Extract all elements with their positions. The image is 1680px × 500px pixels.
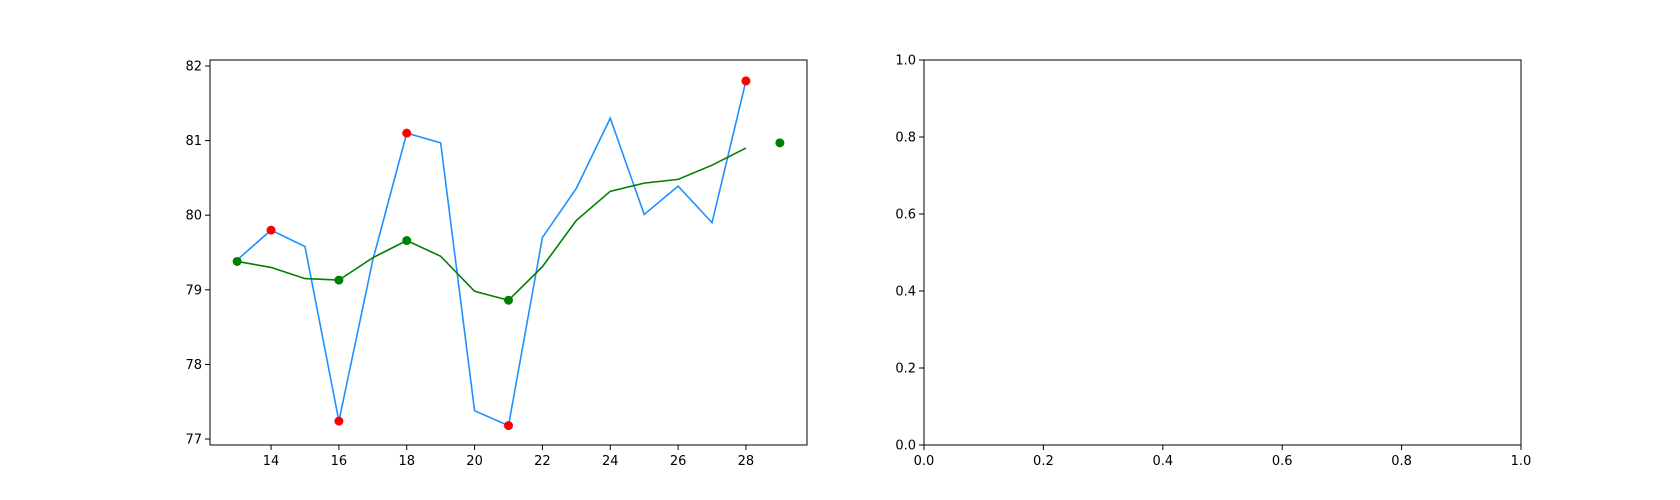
left-y-tick-label: 79: [185, 283, 202, 298]
right-x-tick-label: 0.8: [1391, 454, 1412, 469]
left-y-tick-label: 78: [185, 358, 202, 373]
left-y-tick-label: 77: [185, 433, 202, 448]
left-series-0-line: [236, 80, 747, 427]
right-x-tick-label: 0.2: [1033, 454, 1054, 469]
left-x-tick-label: 20: [466, 454, 483, 469]
left-series-2-point: [266, 225, 276, 235]
right-chart-axes-frame: [923, 59, 1522, 446]
left-y-tick-label: 80: [185, 209, 202, 224]
right-y-tick-label: 0.4: [895, 285, 916, 300]
left-chart-y-ticks: 77 78 79 80 81 82: [185, 59, 210, 448]
left-x-tick-label: 22: [534, 454, 551, 469]
right-y-tick-label: 0.6: [895, 208, 916, 223]
left-y-tick-label: 81: [185, 134, 202, 149]
left-x-tick-label: 14: [263, 454, 280, 469]
left-chart-axes-frame: [209, 59, 808, 446]
left-series-3-point: [402, 236, 412, 246]
right-x-tick-label: 0.4: [1152, 454, 1173, 469]
right-chart-x-ticks: 0.0 0.2 0.4 0.6 0.8 1.0: [914, 445, 1532, 469]
right-y-tick-label: 0.2: [895, 362, 916, 377]
left-series-2-point: [741, 76, 751, 86]
left-series-3-point: [334, 275, 344, 285]
left-chart-x-ticks: 14 16 18 20 22 24 26 28: [263, 445, 754, 469]
left-x-tick-label: 16: [331, 454, 348, 469]
left-x-tick-label: 26: [670, 454, 687, 469]
left-series-2-point: [334, 416, 344, 426]
left-series-1-line: [237, 147, 747, 302]
right-x-tick-label: 1.0: [1511, 454, 1532, 469]
left-chart-marks: [232, 76, 785, 431]
left-y-tick-label: 82: [185, 59, 202, 74]
left-x-tick-label: 28: [738, 454, 755, 469]
right-chart: 0.0 0.2 0.4 0.6 0.8 1.0 0.0 0.2 0.4 0.6 0.8 1.0: [895, 54, 1531, 470]
left-chart: 14 16 18 20 22 24 26 28 77 78 79 80 81 82: [185, 59, 808, 469]
left-series-3-point: [775, 138, 785, 148]
right-x-tick-label: 0.6: [1272, 454, 1293, 469]
right-chart-y-ticks: 0.0 0.2 0.4 0.6 0.8 1.0: [895, 54, 924, 454]
left-x-tick-label: 24: [602, 454, 619, 469]
right-y-tick-label: 0.0: [895, 439, 916, 454]
left-x-tick-label: 18: [398, 454, 415, 469]
left-series-2-point: [402, 128, 412, 138]
left-series-2-point: [504, 421, 513, 431]
left-series-3-point: [504, 295, 513, 305]
right-x-tick-label: 0.0: [914, 454, 935, 469]
left-series-3-point: [232, 256, 242, 266]
right-y-tick-label: 1.0: [895, 54, 916, 69]
right-y-tick-label: 0.8: [895, 131, 916, 146]
